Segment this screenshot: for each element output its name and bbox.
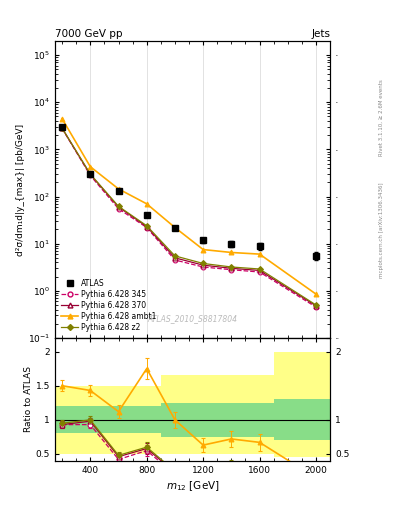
- Text: Jets: Jets: [311, 29, 330, 39]
- X-axis label: $m_{12}$ [GeV]: $m_{12}$ [GeV]: [166, 479, 219, 493]
- Text: 7000 GeV pp: 7000 GeV pp: [55, 29, 123, 39]
- Text: Rivet 3.1.10, ≥ 2.6M events: Rivet 3.1.10, ≥ 2.6M events: [379, 79, 384, 156]
- Text: ATLAS_2010_S8817804: ATLAS_2010_S8817804: [147, 314, 238, 323]
- Legend: ATLAS, Pythia 6.428 345, Pythia 6.428 370, Pythia 6.428 ambt1, Pythia 6.428 z2: ATLAS, Pythia 6.428 345, Pythia 6.428 37…: [59, 277, 159, 334]
- Y-axis label: Ratio to ATLAS: Ratio to ATLAS: [24, 367, 33, 432]
- Text: mcplots.cern.ch [arXiv:1306.3436]: mcplots.cern.ch [arXiv:1306.3436]: [379, 183, 384, 278]
- Y-axis label: d²σ/dm₁d|y_{max}| [pb/GeV]: d²σ/dm₁d|y_{max}| [pb/GeV]: [16, 123, 25, 255]
